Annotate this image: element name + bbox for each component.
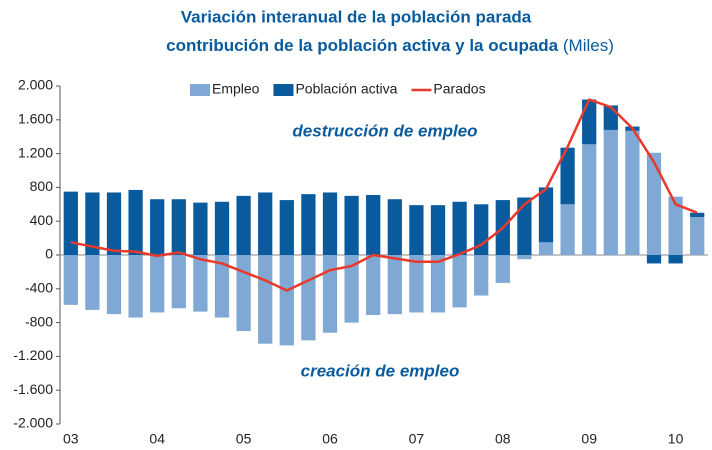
bar (603, 129, 618, 255)
x-tick-label: 08 (495, 431, 511, 447)
subtitle-text: contribución de la población activa y la… (166, 36, 559, 55)
legend-label: Población activa (295, 81, 397, 97)
bar (128, 255, 143, 318)
bar (452, 201, 467, 255)
unit: (Miles) (563, 36, 614, 55)
y-tick-label: 0 (45, 246, 53, 262)
bar (603, 105, 618, 130)
y-tick-label: 1.600 (18, 111, 53, 127)
legend-label: Empleo (212, 81, 260, 97)
bar (538, 187, 554, 243)
bar (171, 199, 186, 255)
bar (214, 255, 230, 318)
x-tick-label: 06 (322, 431, 338, 447)
bar (85, 192, 100, 255)
bar (409, 205, 424, 255)
bar (279, 255, 294, 346)
x-tick-label: 09 (581, 431, 597, 447)
bar (495, 255, 510, 283)
x-tick-label: 03 (63, 431, 79, 447)
bar (106, 192, 122, 255)
bar (690, 212, 705, 217)
bar (582, 99, 597, 145)
legend-label: Parados (433, 81, 485, 97)
bar (366, 195, 381, 255)
y-tick-label: 1.200 (18, 144, 53, 160)
bar (517, 255, 532, 260)
bar (236, 195, 251, 255)
bar (128, 189, 143, 255)
bar (582, 144, 597, 255)
x-tick-label: 10 (668, 431, 684, 447)
y-tick-label: -1.600 (13, 381, 53, 397)
bar (301, 194, 316, 255)
bar (668, 196, 683, 255)
annotation: destrucción de empleo (292, 121, 477, 140)
bar (409, 255, 424, 313)
bar (279, 200, 294, 255)
bar (538, 242, 554, 255)
bar (646, 152, 662, 255)
bar (258, 192, 273, 255)
bar (106, 255, 122, 315)
legend-swatch (190, 84, 210, 96)
annotation: creación de empleo (301, 361, 460, 380)
bar (474, 255, 489, 296)
bar (690, 216, 705, 255)
bar (517, 197, 532, 255)
y-tick-label: 2.000 (18, 77, 53, 93)
bar (646, 255, 662, 264)
y-tick-label: -1.200 (13, 347, 53, 363)
bar (668, 255, 683, 264)
bar (387, 199, 402, 255)
bar (344, 195, 359, 255)
bar (193, 202, 208, 255)
bar (430, 255, 446, 313)
bar (366, 255, 381, 315)
bar (452, 255, 467, 308)
bar (301, 255, 316, 341)
bar (63, 255, 78, 305)
bar (430, 205, 446, 255)
bar (63, 191, 78, 255)
bar (344, 255, 359, 323)
bar (171, 255, 186, 309)
bar (150, 255, 165, 313)
y-tick-label: -400 (25, 280, 53, 296)
x-tick-label: 04 (149, 431, 165, 447)
bar (322, 255, 338, 333)
bar (214, 201, 230, 255)
bar (625, 130, 640, 255)
x-tick-label: 07 (409, 431, 425, 447)
x-tick-label: 05 (236, 431, 252, 447)
y-tick-label: 400 (30, 212, 54, 228)
bar (322, 192, 338, 255)
bar (560, 147, 575, 205)
bar (150, 199, 165, 255)
y-tick-label: -800 (25, 313, 53, 329)
line (70, 98, 698, 292)
chart-subtitle: contribución de la población activa y la… (166, 36, 614, 55)
chart-title: Variación interanual de la población par… (181, 7, 532, 26)
bar (387, 255, 402, 315)
bar (258, 255, 273, 344)
bar (85, 255, 100, 310)
y-tick-label: -2.000 (13, 415, 53, 431)
bar (560, 204, 575, 255)
legend-swatch (273, 84, 294, 96)
y-tick-label: 800 (30, 178, 54, 194)
bar (236, 255, 251, 332)
bar (193, 255, 208, 312)
